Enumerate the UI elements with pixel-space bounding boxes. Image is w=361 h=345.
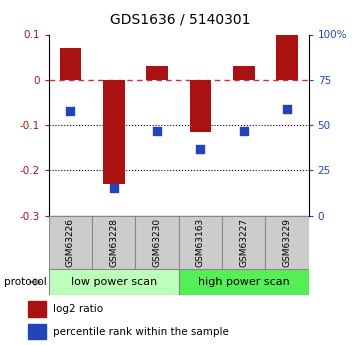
Text: GSM63230: GSM63230 — [153, 218, 161, 267]
Point — [284, 106, 290, 111]
Bar — [276, 34, 298, 80]
Text: GSM63163: GSM63163 — [196, 218, 205, 267]
Point — [197, 146, 203, 151]
Bar — [49, 269, 179, 295]
Bar — [190, 80, 211, 132]
Bar — [28, 301, 46, 317]
Text: percentile rank within the sample: percentile rank within the sample — [53, 327, 229, 337]
Text: log2 ratio: log2 ratio — [53, 304, 103, 314]
Point — [241, 129, 247, 134]
Bar — [135, 216, 179, 269]
Text: GSM63229: GSM63229 — [283, 218, 291, 267]
Text: GSM63228: GSM63228 — [109, 218, 118, 267]
Bar — [92, 216, 135, 269]
Bar — [265, 216, 309, 269]
Bar — [146, 66, 168, 80]
Text: low power scan: low power scan — [71, 277, 157, 287]
Point — [68, 108, 73, 113]
Point — [154, 129, 160, 134]
Text: GSM63227: GSM63227 — [239, 218, 248, 267]
Point — [111, 185, 117, 190]
Bar — [179, 269, 309, 295]
Text: high power scan: high power scan — [198, 277, 290, 287]
Bar — [103, 80, 125, 184]
Bar — [222, 216, 265, 269]
Bar — [233, 66, 255, 80]
Text: GDS1636 / 5140301: GDS1636 / 5140301 — [110, 12, 251, 26]
Bar — [179, 216, 222, 269]
Text: GSM63226: GSM63226 — [66, 218, 75, 267]
Bar — [49, 216, 92, 269]
Text: protocol: protocol — [4, 277, 46, 287]
Bar — [28, 324, 46, 339]
Bar — [60, 48, 81, 80]
